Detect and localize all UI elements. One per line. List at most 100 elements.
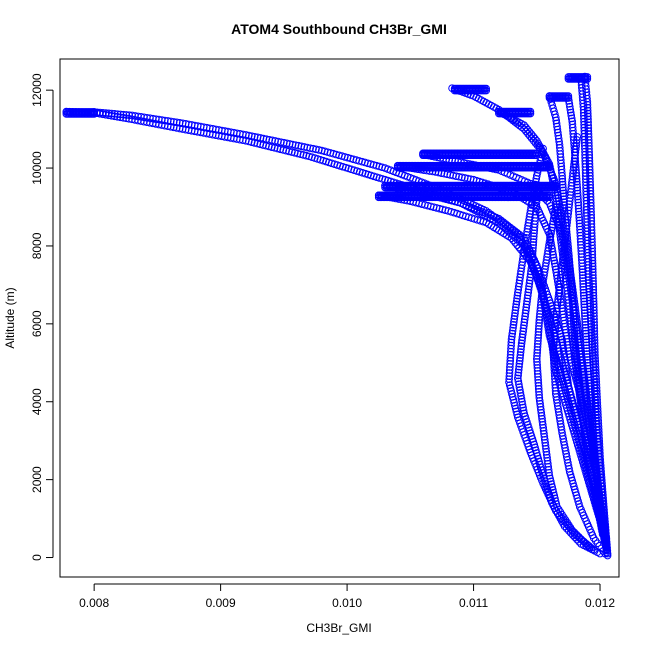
data-point [558, 168, 566, 177]
data-point [524, 285, 533, 294]
y-axis: 0 2000 4000 6000 8000 10000 12000 [30, 73, 54, 561]
data-point [590, 375, 598, 384]
data-point [536, 400, 544, 408]
data-point [536, 304, 545, 312]
data-point [553, 402, 562, 410]
data-point [519, 406, 528, 415]
data-point [520, 318, 529, 327]
data-point [513, 241, 521, 249]
data-point [536, 307, 544, 315]
data-point [580, 120, 588, 129]
data-point [519, 327, 527, 336]
data-point [259, 134, 268, 143]
data-point [587, 204, 595, 213]
data-point [366, 160, 375, 168]
data-point [586, 302, 595, 311]
data-point [589, 283, 598, 291]
data-point [265, 135, 274, 144]
data-point [528, 258, 536, 267]
data-point [543, 312, 552, 320]
data-point [513, 294, 521, 303]
data-point [603, 551, 612, 560]
data-point [588, 259, 597, 268]
data-point [514, 285, 523, 294]
data-point [587, 314, 595, 322]
data-point [564, 92, 573, 100]
data-point [583, 444, 591, 453]
data-point [577, 400, 586, 408]
data-point [586, 199, 595, 207]
data-point [564, 94, 573, 102]
data-point [575, 216, 584, 225]
data-point [593, 435, 602, 443]
y-tick-label: 4000 [30, 388, 44, 415]
data-point [537, 409, 546, 417]
data-point [597, 479, 605, 488]
x-axis: 0.008 0.009 0.010 0.011 0.012 [79, 583, 615, 610]
data-point [513, 291, 522, 300]
data-point [535, 391, 543, 399]
data-point [535, 313, 544, 321]
data-point [340, 153, 349, 161]
data-point [573, 189, 582, 198]
data-point [529, 244, 537, 252]
data-point [590, 384, 599, 393]
data-point [593, 426, 601, 434]
data-point [519, 403, 527, 412]
data-point [523, 294, 532, 303]
data-point [574, 384, 583, 392]
data-point [521, 312, 529, 321]
data-point [571, 341, 580, 350]
data-point [250, 132, 259, 141]
data-point [580, 132, 589, 141]
data-point [588, 256, 597, 265]
data-point [297, 142, 306, 151]
data-point [549, 214, 558, 223]
data-point [598, 497, 607, 505]
data-point [574, 192, 582, 201]
data-point [595, 459, 604, 467]
data-point [573, 361, 582, 370]
data-point [570, 323, 578, 332]
data-point [589, 366, 598, 375]
data-point [172, 118, 181, 127]
data-point [332, 150, 340, 159]
data-point [527, 267, 535, 276]
data-point [461, 174, 469, 182]
data-point [540, 435, 549, 444]
data-point [550, 256, 558, 265]
data-point [306, 144, 314, 152]
data-point [584, 273, 593, 281]
data-point [521, 309, 530, 318]
data-point [591, 399, 600, 408]
data-point [588, 340, 597, 349]
data-point [320, 147, 329, 156]
data-point [247, 132, 256, 140]
data-point [581, 539, 590, 548]
data-point [533, 361, 541, 369]
data-point [508, 326, 517, 335]
data-point [538, 415, 546, 423]
data-point [591, 408, 600, 417]
data-point [296, 150, 305, 159]
data-point [538, 283, 547, 291]
data-point [517, 392, 525, 400]
data-point [534, 373, 542, 381]
data-point [161, 116, 169, 125]
data-point [516, 351, 525, 359]
data-point [551, 497, 560, 506]
data-point [518, 400, 527, 409]
data-point [546, 474, 554, 483]
data-point [547, 226, 556, 235]
data-point [575, 213, 584, 222]
data-point [528, 247, 537, 255]
data-point [574, 204, 583, 213]
data-point [346, 154, 355, 163]
data-point [593, 438, 602, 446]
data-point [515, 383, 524, 391]
data-point [591, 396, 599, 405]
data-point [535, 394, 544, 402]
data-point [508, 332, 516, 341]
data-point [514, 371, 522, 380]
data-point [538, 289, 546, 297]
